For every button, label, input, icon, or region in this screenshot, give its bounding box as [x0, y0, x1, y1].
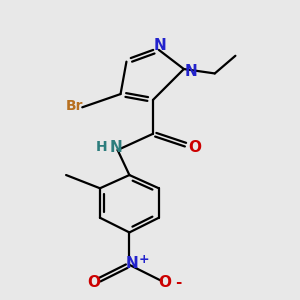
Text: N: N: [154, 38, 167, 53]
Text: N: N: [110, 140, 122, 154]
Text: N: N: [185, 64, 198, 79]
Text: Br: Br: [66, 99, 84, 113]
Text: O: O: [158, 275, 171, 290]
Text: N: N: [126, 256, 139, 271]
Text: +: +: [138, 253, 149, 266]
Text: O: O: [188, 140, 201, 154]
Text: H: H: [96, 140, 107, 154]
Text: -: -: [175, 275, 181, 290]
Text: O: O: [88, 275, 100, 290]
